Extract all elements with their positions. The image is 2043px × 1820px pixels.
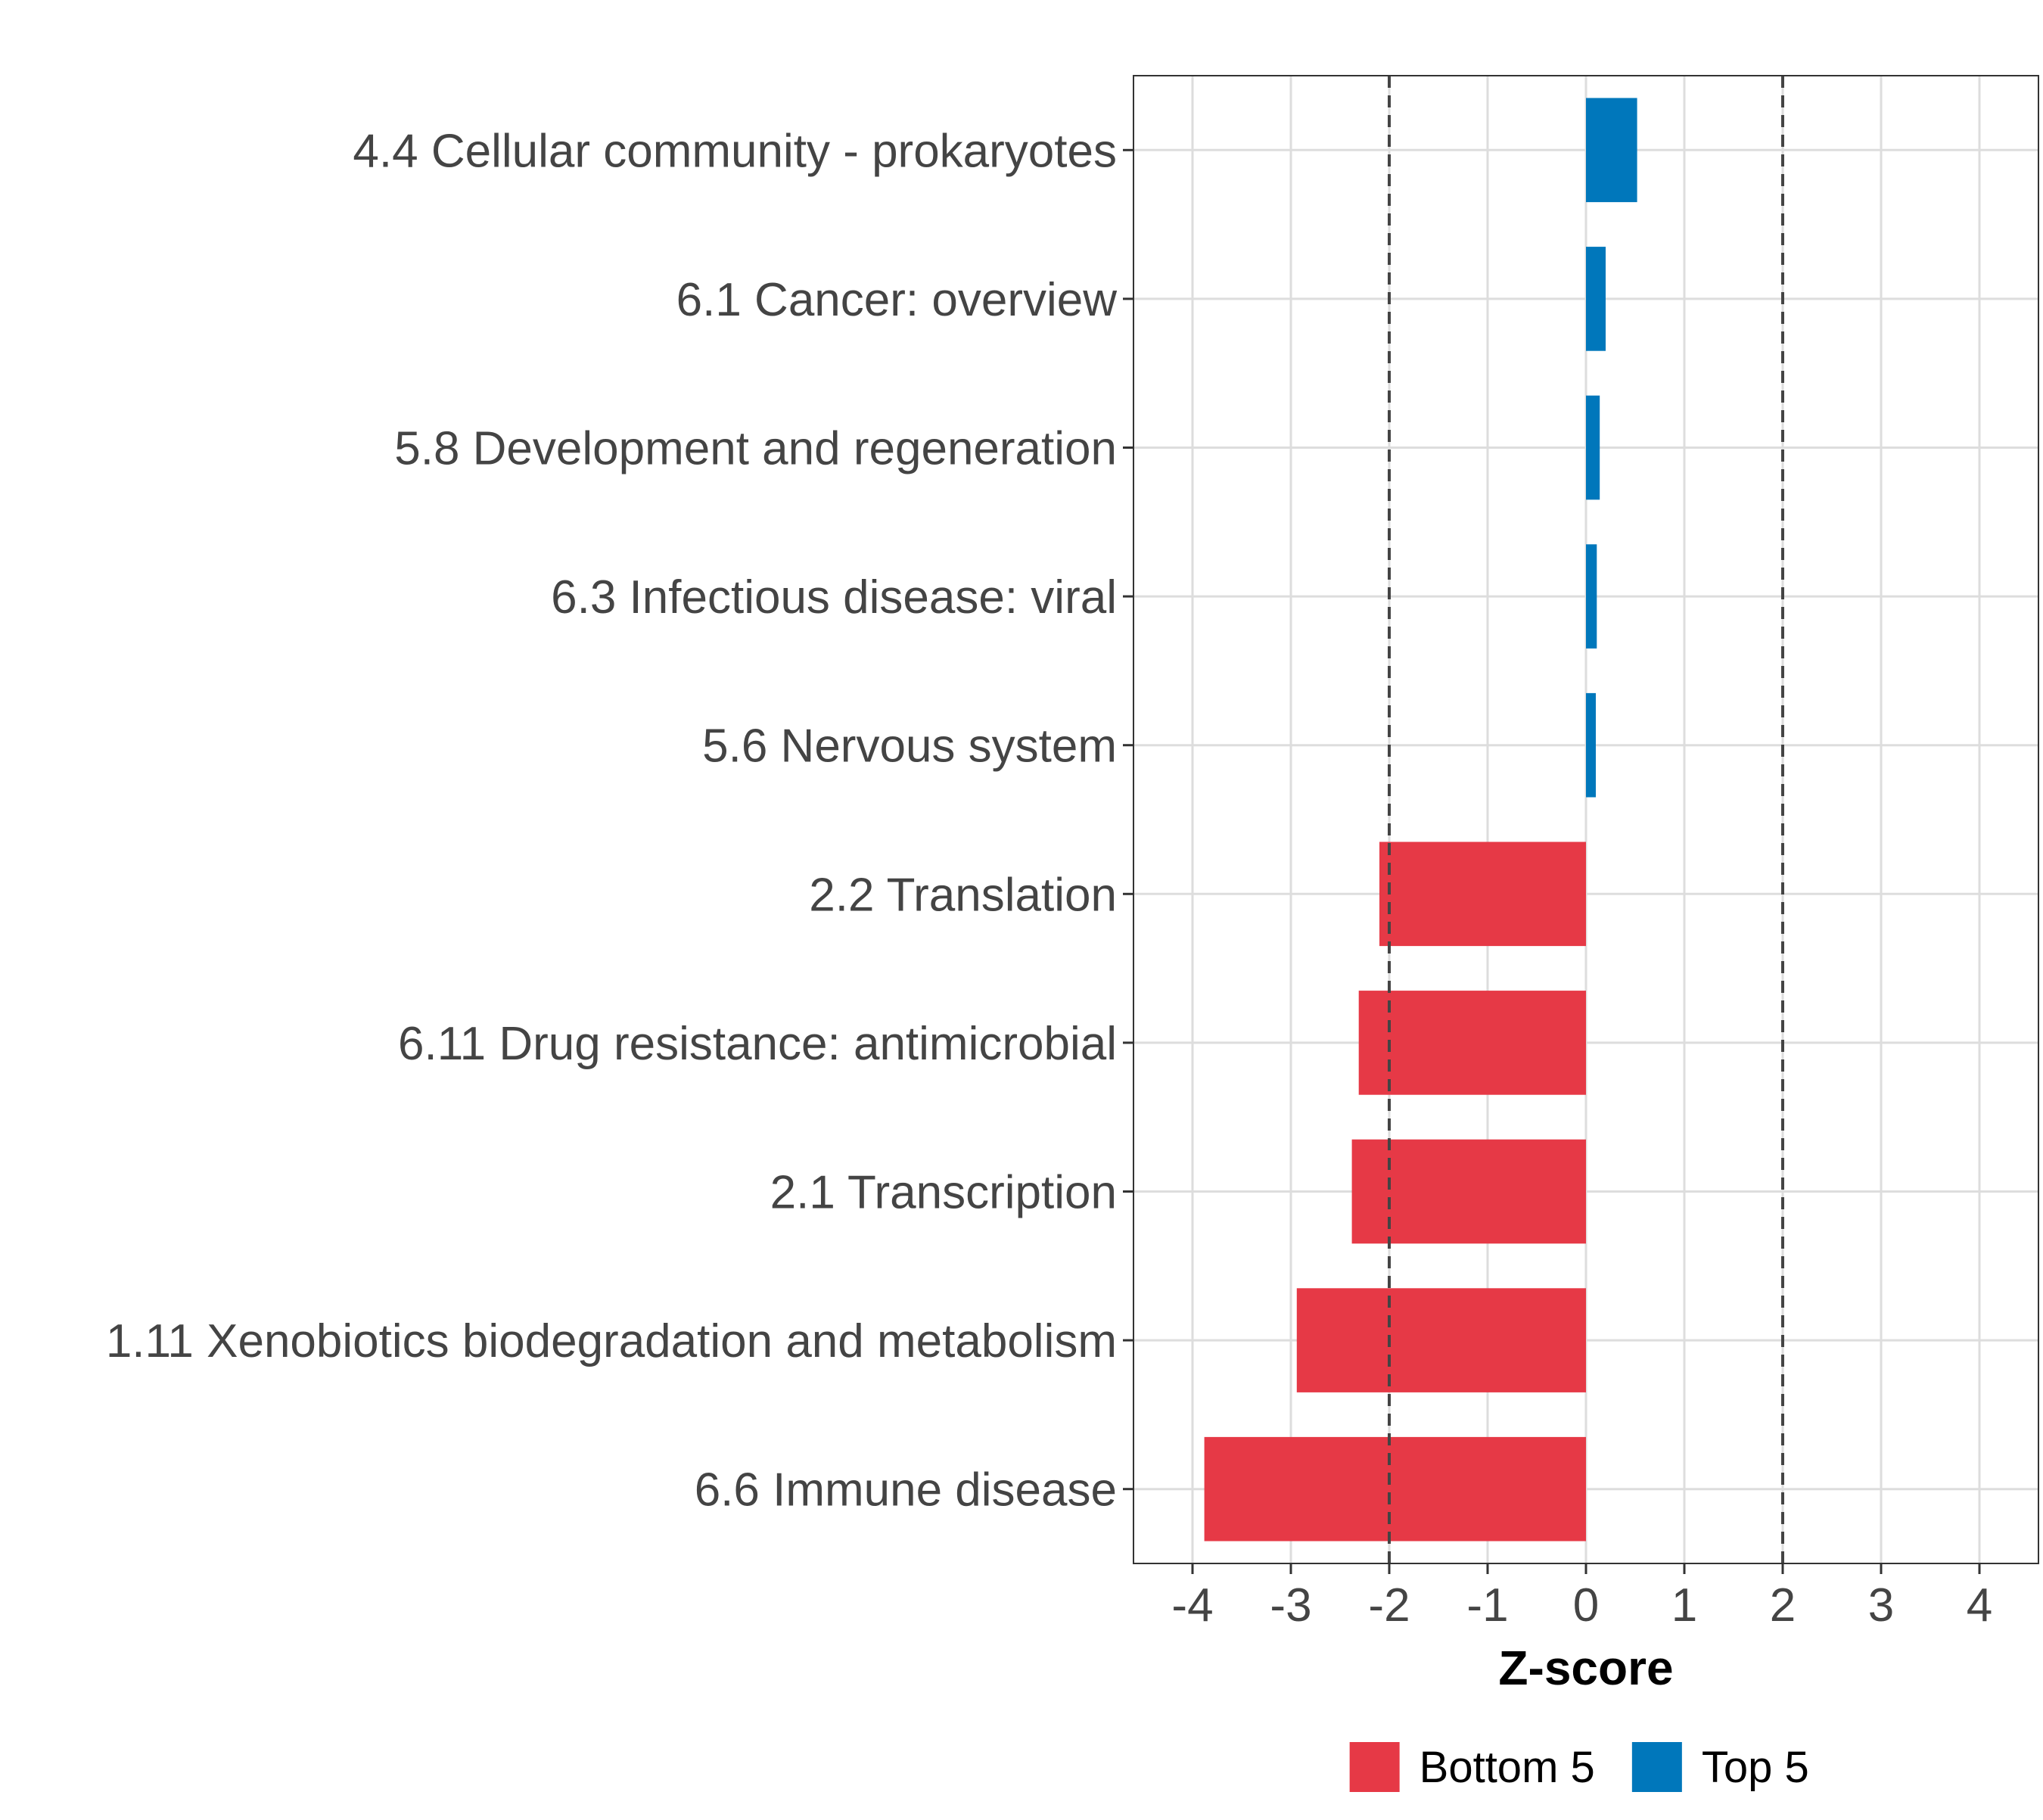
bar [1296, 1288, 1586, 1392]
x-tick-label: -3 [1270, 1579, 1311, 1632]
y-tick-label: 6.3 Infectious disease: viral [551, 571, 1117, 624]
x-tick-label: 2 [1770, 1579, 1796, 1632]
x-tick-label: -4 [1171, 1579, 1213, 1632]
bar [1358, 991, 1586, 1095]
y-tick-label: 4.4 Cellular community - prokaryotes [353, 125, 1117, 177]
y-tick-label: 6.11 Drug resistance: antimicrobial [398, 1018, 1117, 1070]
y-tick-label: 2.2 Translation [809, 869, 1117, 921]
legend-label: Bottom 5 [1420, 1743, 1595, 1792]
bar [1586, 692, 1596, 798]
x-tick-label: 3 [1868, 1579, 1894, 1632]
y-tick-label: 6.1 Cancer: overview [676, 274, 1118, 326]
x-tick-label: 0 [1573, 1579, 1599, 1632]
legend: Bottom 5 Top 5 [1349, 1742, 1809, 1792]
y-axis: 4.4 Cellular community - prokaryotes 6.1 … [106, 125, 1133, 1517]
y-tick-label: 2.1 Transcription [770, 1167, 1117, 1219]
y-tick-label: 5.6 Nervous system [702, 720, 1117, 773]
y-tick-label: 1.11 Xenobiotics biodegradation and meta… [106, 1315, 1117, 1367]
bar [1586, 395, 1600, 500]
bar [1204, 1436, 1586, 1542]
x-tick-label: -1 [1466, 1579, 1508, 1632]
y-tick-label: 5.8 Development and regeneration [394, 423, 1117, 475]
x-tick-label: 1 [1671, 1579, 1697, 1632]
bar [1379, 842, 1586, 947]
bar [1351, 1139, 1586, 1244]
bar [1586, 544, 1597, 649]
bar [1586, 247, 1606, 351]
x-tick-label: -2 [1368, 1579, 1410, 1632]
reference-lines-layer [1388, 76, 1784, 1563]
x-tick-label: 4 [1967, 1579, 1992, 1632]
x-axis: -4 -3 -2 -1 0 1 2 3 4 [1171, 1563, 1992, 1632]
y-tick-label: 6.6 Immune disease [695, 1464, 1117, 1517]
legend-key [1631, 1742, 1682, 1792]
x-axis-title: Z-score [1498, 1641, 1673, 1695]
bars-layer [1204, 98, 1637, 1542]
bar [1586, 98, 1637, 203]
legend-key [1349, 1742, 1400, 1792]
legend-label: Top 5 [1702, 1743, 1809, 1792]
